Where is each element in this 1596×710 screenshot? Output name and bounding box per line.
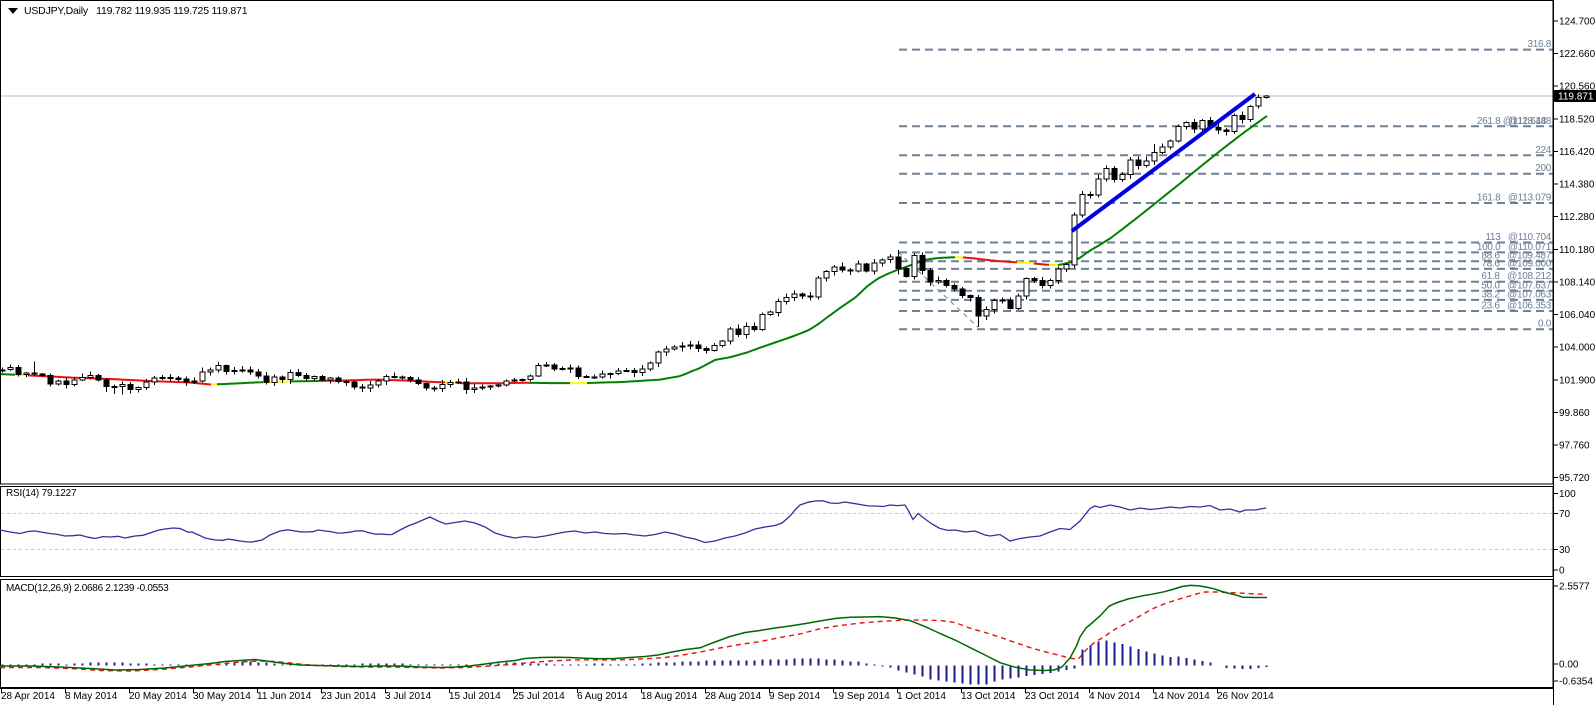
svg-text:15 Jul 2014: 15 Jul 2014	[449, 691, 501, 702]
svg-text:28 Apr 2014: 28 Apr 2014	[1, 691, 55, 702]
svg-text:23 Oct 2014: 23 Oct 2014	[1025, 691, 1080, 702]
svg-text:3 Jul 2014: 3 Jul 2014	[385, 691, 432, 702]
svg-text:97.760: 97.760	[1559, 441, 1590, 452]
svg-text:118.520: 118.520	[1559, 114, 1595, 125]
svg-text:95.720: 95.720	[1559, 473, 1590, 484]
svg-text:26 Nov 2014: 26 Nov 2014	[1217, 691, 1274, 702]
svg-text:19 Sep 2014: 19 Sep 2014	[833, 691, 890, 702]
svg-text:0: 0	[1559, 566, 1565, 577]
svg-text:122.660: 122.660	[1559, 49, 1596, 60]
svg-text:120.560: 120.560	[1559, 82, 1596, 93]
svg-text:23.6 @106.353: 23.6 @106.353	[1481, 301, 1551, 312]
svg-text:20 May 2014: 20 May 2014	[129, 691, 187, 702]
svg-text:101.900: 101.900	[1559, 375, 1596, 386]
svg-text:108.140: 108.140	[1559, 278, 1596, 289]
svg-text:88.6 @109.487: 88.6 @109.487	[1481, 251, 1551, 262]
svg-text:100: 100	[1559, 489, 1576, 500]
svg-text:104.000: 104.000	[1559, 343, 1596, 354]
svg-text:106.040: 106.040	[1559, 310, 1596, 321]
svg-text:30 May 2014: 30 May 2014	[193, 691, 251, 702]
svg-text:113 @110.704: 113 @110.704	[1485, 232, 1551, 243]
svg-text:MACD(12,26,9) 2.0686 2.1239 -0: MACD(12,26,9) 2.0686 2.1239 -0.0553	[6, 583, 169, 594]
svg-text:23 Jun 2014: 23 Jun 2014	[321, 691, 376, 702]
svg-text:RSI(14) 79.1227: RSI(14) 79.1227	[6, 488, 77, 499]
svg-text:28 Aug 2014: 28 Aug 2014	[705, 691, 762, 702]
svg-text:61.8 @108.212: 61.8 @108.212	[1481, 271, 1551, 282]
svg-text:161.8 @113.079: 161.8 @113.079	[1477, 193, 1552, 204]
svg-text:25 Jul 2014: 25 Jul 2014	[513, 691, 565, 702]
svg-text:11 Jun 2014: 11 Jun 2014	[257, 691, 312, 702]
svg-text:116.420: 116.420	[1559, 147, 1595, 158]
svg-text:50.0 @107.637: 50.0 @107.637	[1481, 280, 1551, 291]
svg-text:261.8 @118.148: 261.8 @118.148	[1477, 116, 1552, 127]
svg-text:2.5577: 2.5577	[1559, 582, 1590, 593]
svg-text:18 Aug 2014: 18 Aug 2014	[641, 691, 698, 702]
svg-text:224: 224	[1535, 145, 1552, 156]
svg-text:USDJPY,Daily 119.782 119.935: USDJPY,Daily 119.782 119.935 119.725 119…	[24, 5, 248, 17]
svg-text:110.180: 110.180	[1559, 245, 1595, 256]
svg-text:30: 30	[1559, 545, 1571, 556]
svg-text:6 Aug 2014: 6 Aug 2014	[577, 691, 628, 702]
svg-text:4 Nov 2014: 4 Nov 2014	[1089, 691, 1141, 702]
svg-text:99.860: 99.860	[1559, 408, 1590, 419]
svg-text:9 Sep 2014: 9 Sep 2014	[769, 691, 821, 702]
svg-text:-0.6354: -0.6354	[1559, 677, 1593, 688]
svg-text:124.700: 124.700	[1559, 17, 1596, 28]
svg-text:316.8: 316.8	[1527, 39, 1551, 50]
svg-text:14 Nov 2014: 14 Nov 2014	[1153, 691, 1210, 702]
svg-text:114.380: 114.380	[1559, 180, 1595, 191]
svg-text:13 Oct 2014: 13 Oct 2014	[961, 691, 1016, 702]
svg-text:112.280: 112.280	[1559, 212, 1595, 223]
svg-text:0.00: 0.00	[1559, 660, 1579, 671]
svg-text:1 Oct 2014: 1 Oct 2014	[897, 691, 946, 702]
svg-text:8 May 2014: 8 May 2014	[65, 691, 118, 702]
svg-text:100.0 @110.071: 100.0 @110.071	[1477, 242, 1552, 253]
svg-text:200: 200	[1535, 163, 1552, 174]
svg-text:70: 70	[1559, 509, 1571, 520]
svg-text:0.0: 0.0	[1538, 319, 1552, 330]
svg-text:119.871: 119.871	[1558, 92, 1594, 103]
svg-text:38.2 @107.063: 38.2 @107.063	[1481, 289, 1551, 300]
svg-text:78.6 @109.000: 78.6 @109.000	[1481, 258, 1551, 269]
svg-text:@112.648: @112.648	[1503, 116, 1547, 127]
